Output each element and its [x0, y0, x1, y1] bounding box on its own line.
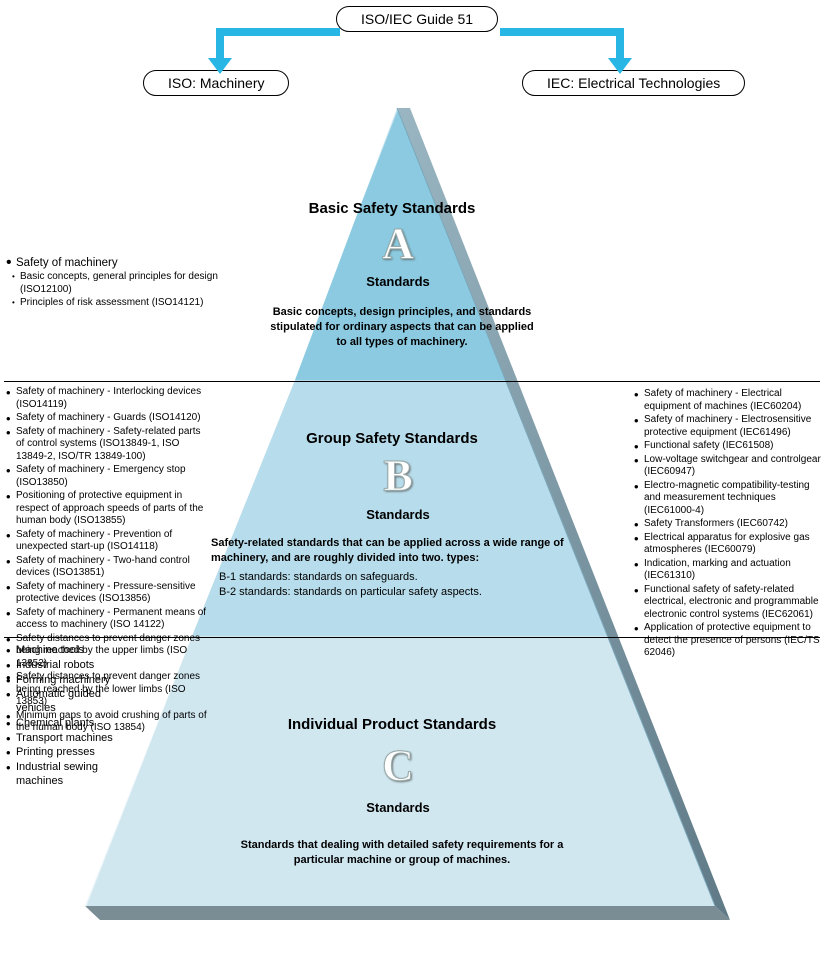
tier-a-desc: Basic concepts, design principles, and s…: [268, 305, 536, 350]
list-item: Basic concepts, general principles for d…: [6, 271, 236, 296]
list-item: Chemical plants: [6, 717, 116, 731]
tier-b-desc-intro: Safety-related standards that can be app…: [211, 537, 564, 564]
list-item: Electro-magnetic compatibility-testing a…: [634, 480, 822, 518]
list-item: Safety Transformers (IEC60742): [634, 518, 822, 531]
tier-b-title: Group Safety Standards: [232, 430, 552, 447]
tier-a-sub: Standards: [338, 274, 458, 289]
tier-b-desc-b1: B-1 standards: standards on safeguards.: [211, 570, 581, 585]
tier-b-right-list: Safety of machinery - Electrical equipme…: [634, 388, 822, 661]
list-item: Industrial sewing machines: [6, 761, 116, 789]
list-item: Automatic guided vehicles: [6, 688, 116, 716]
tier-b-desc-b2: B-2 standards: standards on particular s…: [211, 585, 581, 600]
arrow-left-icon: [200, 20, 640, 75]
list-item: Printing presses: [6, 746, 116, 760]
tier-c-desc: Standards that dealing with detailed saf…: [217, 838, 587, 868]
list-item: Safety of machinery - Interlocking devic…: [6, 386, 211, 411]
list-item: Safety of machinery - Safety-related par…: [6, 426, 211, 464]
list-item: Indication, marking and actuation (IEC61…: [634, 558, 822, 583]
list-item: Functional safety (IEC61508): [634, 440, 822, 453]
tier-a-title: Basic Safety Standards: [232, 200, 552, 217]
list-item: Safety of machinery - Permanent means of…: [6, 607, 211, 632]
list-item: Safety of machinery - Electrosensitive p…: [634, 414, 822, 439]
list-item: Safety of machinery - Emergency stop (IS…: [6, 464, 211, 489]
tier-b-letter: B: [358, 450, 438, 501]
list-item: Principles of risk assessment (ISO14121): [6, 297, 236, 310]
list-item: Positioning of protective equipment in r…: [6, 490, 211, 528]
list-item: Electrical apparatus for explosive gas a…: [634, 532, 822, 557]
tier-a-left-list: Safety of machineryBasic concepts, gener…: [6, 256, 236, 311]
list-item: Low-voltage switchgear and controlgear (…: [634, 454, 822, 479]
tier-c-title: Individual Product Standards: [232, 716, 552, 733]
tier-b-desc: Safety-related standards that can be app…: [211, 536, 581, 599]
tier-c-sub: Standards: [338, 800, 458, 815]
list-item: Safety of machinery - Prevention of unex…: [6, 529, 211, 554]
divider-ab: [4, 381, 820, 382]
list-item: Machine tools: [6, 644, 116, 658]
tier-a-letter: A: [358, 218, 438, 269]
list-item: Application of protective equipment to d…: [634, 622, 822, 660]
list-item: Functional safety of safety-related elec…: [634, 584, 822, 622]
list-item: Safety of machinery - Pressure-sensitive…: [6, 581, 211, 606]
list-item: Industrial robots: [6, 659, 116, 673]
list-item: Transport machines: [6, 732, 116, 746]
list-item: Safety of machinery - Electrical equipme…: [634, 388, 822, 413]
tier-c-left-list: Machine toolsIndustrial robotsForming ma…: [6, 644, 116, 790]
list-item: Safety of machinery - Two-hand control d…: [6, 555, 211, 580]
list-item: Safety of machinery: [6, 256, 236, 270]
tier-c-letter: C: [358, 740, 438, 791]
list-item: Safety of machinery - Guards (ISO14120): [6, 412, 211, 425]
tier-b-sub: Standards: [338, 507, 458, 522]
list-item: Forming machinery: [6, 674, 116, 688]
